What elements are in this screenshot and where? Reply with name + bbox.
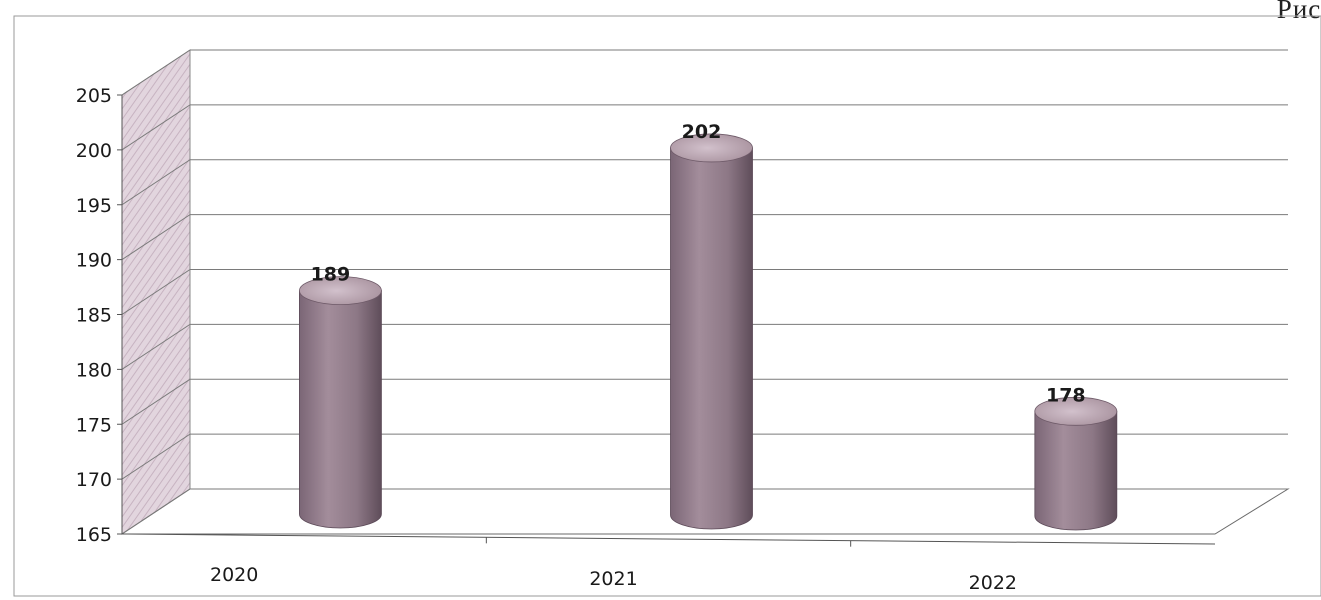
bar-cylinder: [299, 290, 382, 529]
bar-cylinder-top: [670, 133, 753, 163]
bar-cylinder: [1034, 410, 1118, 531]
x-tick-label: 2020: [210, 564, 258, 586]
y-tick-label: 205: [76, 85, 112, 107]
gridline-depth: [121, 433, 191, 480]
figure-caption: Рис.: [1276, 0, 1321, 24]
gridline-depth: [121, 104, 191, 151]
y-tick-label: 200: [76, 140, 112, 162]
y-tick-label: 180: [76, 359, 112, 381]
gridline-depth: [121, 49, 191, 96]
y-tick-label: 195: [76, 195, 112, 217]
gridline-depth: [121, 488, 191, 535]
y-tick-label: 175: [76, 414, 112, 436]
gridline-depth: [121, 269, 191, 315]
x-tick-label: 2021: [589, 568, 637, 590]
y-tick-label: 185: [76, 305, 112, 327]
bar-cylinder-top: [1034, 396, 1118, 426]
data-label: 202: [682, 121, 722, 143]
gridline-depth: [121, 323, 191, 370]
x-tick-label: 2022: [969, 572, 1017, 594]
bar-cylinder: [670, 147, 753, 530]
chart-frame: [13, 15, 1321, 597]
gridline-depth: [121, 214, 191, 261]
y-tick-label: 165: [76, 524, 112, 546]
data-label: 189: [311, 264, 351, 286]
x-axis-line: [121, 533, 1216, 545]
gridline-depth: [121, 378, 191, 425]
y-tick-label: 190: [76, 250, 112, 272]
bar-cylinder-top: [299, 276, 382, 306]
y-tick-label: 170: [76, 469, 112, 491]
gridline-depth: [121, 159, 191, 206]
data-label: 178: [1046, 384, 1086, 406]
